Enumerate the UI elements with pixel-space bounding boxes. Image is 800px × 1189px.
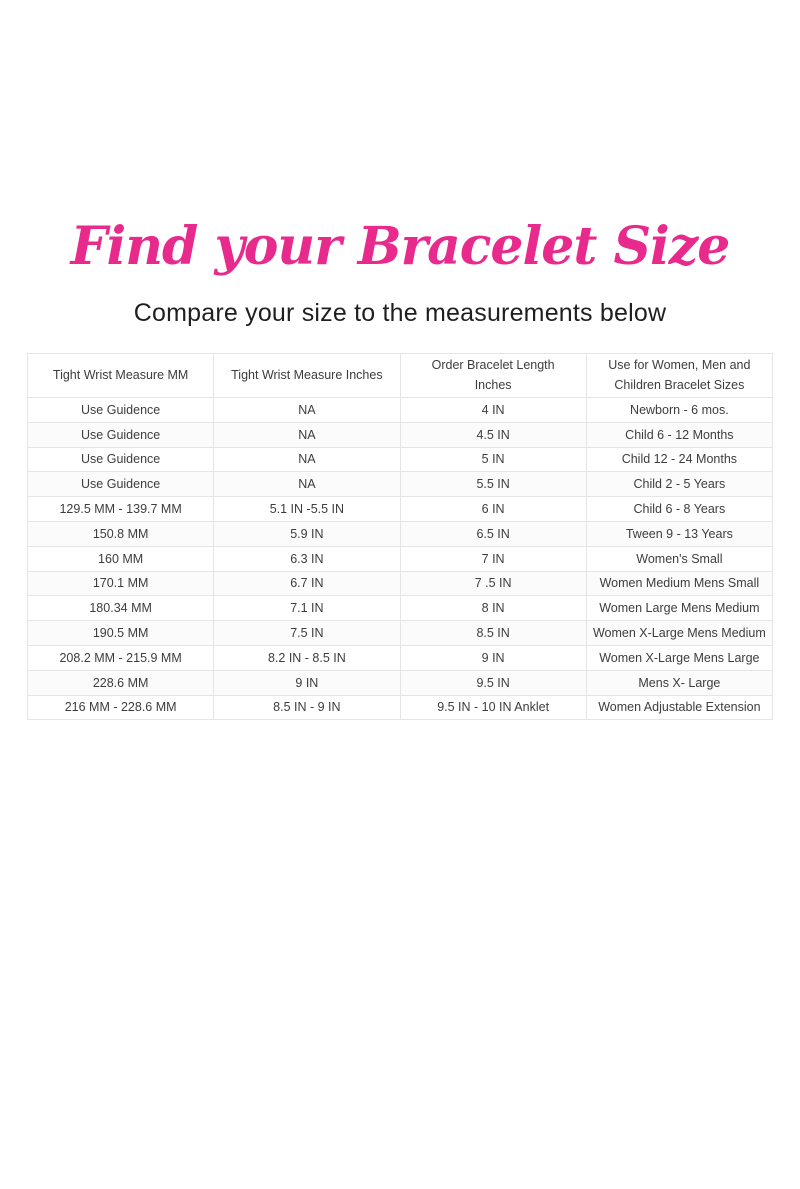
table-row: 208.2 MM - 215.9 MM 8.2 IN - 8.5 IN 9 IN Wo… [26, 644, 774, 671]
table-cell: Mens X- Large [585, 669, 774, 696]
size-table-header-row: Tight Wrist Measure MM Tight Wrist Measur… [26, 353, 774, 398]
table-cell: 150.8 MM [26, 520, 215, 547]
table-cell: 5.9 IN [213, 520, 401, 547]
table-cell: Child 2 - 5 Years [585, 471, 774, 498]
table-cell: Child 12 - 24 Months [585, 446, 774, 473]
table-cell: 4 IN [399, 396, 587, 423]
table-cell: 7 IN [399, 545, 587, 572]
table-row: 216 MM - 228.6 MM 8.5 IN - 9 IN 9.5 IN - 1… [26, 694, 774, 721]
page-subtitle: Compare your size to the measurements be… [133, 299, 667, 328]
table-cell: 6 IN [399, 496, 587, 522]
table-cell: 5.5 IN [399, 471, 587, 498]
table-cell: 216 MM - 228.6 MM [26, 694, 215, 721]
table-cell: 170.1 MM [26, 570, 215, 597]
table-row: 180.34 MM 7.1 IN 8 IN Women Large Mens Medi… [26, 595, 774, 622]
table-cell: Use Guidence [26, 421, 215, 448]
table-cell: Newborn - 6 mos. [585, 396, 774, 423]
table-cell: Use Guidence [26, 396, 215, 423]
table-cell: 190.5 MM [26, 620, 215, 646]
table-cell: NA [213, 396, 401, 423]
bracelet-size-guide: Find your Bracelet Size Compare your siz… [0, 212, 800, 1189]
table-cell: 9.5 IN - 10 IN Anklet [399, 694, 587, 721]
table-row: 190.5 MM 7.5 IN 8.5 IN Women X-Large Mens M… [26, 620, 774, 646]
table-cell: 129.5 MM - 139.7 MM [26, 496, 215, 522]
table-cell: 160 MM [26, 545, 215, 572]
table-row: Use Guidence NA 5.5 IN Child 2 - 5 Years [26, 471, 774, 498]
table-cell: 8.5 IN - 9 IN [213, 694, 401, 721]
column-header: Use for Women, Men and Children Bracelet… [585, 353, 774, 398]
table-cell: 9.5 IN [399, 669, 587, 696]
table-cell: Child 6 - 8 Years [585, 496, 774, 522]
table-row: Use Guidence NA 4.5 IN Child 6 - 12 Months [26, 421, 774, 448]
table-cell: Women Adjustable Extension [585, 694, 774, 721]
size-table-head: Tight Wrist Measure MM Tight Wrist Measur… [26, 353, 774, 398]
table-cell: 7 .5 IN [399, 570, 587, 597]
table-row: 170.1 MM 6.7 IN 7 .5 IN Women Medium Mens S… [26, 570, 774, 597]
table-cell: Women X-Large Mens Medium [585, 620, 774, 646]
column-header: Order Bracelet Length Inches [399, 353, 587, 398]
table-cell: NA [213, 471, 401, 498]
page: { "header": { "title": "Find your Bracel… [0, 212, 800, 1189]
table-cell: Child 6 - 12 Months [585, 421, 774, 448]
table-row: 160 MM 6.3 IN 7 IN Women's Small [26, 545, 774, 572]
table-cell: Women X-Large Mens Large [585, 644, 774, 671]
table-cell: 228.6 MM [26, 669, 215, 696]
table-cell: 7.5 IN [213, 620, 401, 646]
table-cell: Women Large Mens Medium [585, 595, 774, 622]
table-row: Use Guidence NA 5 IN Child 12 - 24 Months [26, 446, 774, 473]
bracelet-size-table: Tight Wrist Measure MM Tight Wrist Measur… [26, 353, 774, 721]
table-cell: 6.3 IN [213, 545, 401, 572]
table-cell: 5 IN [399, 446, 587, 473]
table-row: 150.8 MM 5.9 IN 6.5 IN Tween 9 - 13 Years [26, 520, 774, 547]
table-cell: 9 IN [399, 644, 587, 671]
table-cell: 5.1 IN -5.5 IN [213, 496, 401, 522]
table-cell: Use Guidence [26, 471, 215, 498]
table-cell: 6.5 IN [399, 520, 587, 547]
table-cell: 208.2 MM - 215.9 MM [26, 644, 215, 671]
table-cell: 9 IN [213, 669, 401, 696]
table-cell: NA [213, 446, 401, 473]
table-cell: Use Guidence [26, 446, 215, 473]
column-header: Tight Wrist Measure Inches [213, 353, 401, 398]
table-row: Use Guidence NA 4 IN Newborn - 6 mos. [26, 396, 774, 423]
column-header: Tight Wrist Measure MM [26, 353, 215, 398]
table-cell: NA [213, 421, 401, 448]
table-cell: Women's Small [585, 545, 774, 572]
table-cell: 6.7 IN [213, 570, 401, 597]
table-row: 228.6 MM 9 IN 9.5 IN Mens X- Large [26, 669, 774, 696]
page-title: Find your Bracelet Size [70, 216, 731, 277]
table-cell: Women Medium Mens Small [585, 570, 774, 597]
table-cell: 4.5 IN [399, 421, 587, 448]
table-cell: 8 IN [399, 595, 587, 622]
size-table-body: Use Guidence NA 4 IN Newborn - 6 mos. Use Gu… [26, 396, 774, 721]
table-row: 129.5 MM - 139.7 MM 5.1 IN -5.5 IN 6 IN Chi… [26, 496, 774, 522]
table-cell: 180.34 MM [26, 595, 215, 622]
table-cell: Tween 9 - 13 Years [585, 520, 774, 547]
table-cell: 7.1 IN [213, 595, 401, 622]
table-cell: 8.5 IN [399, 620, 587, 646]
table-cell: 8.2 IN - 8.5 IN [213, 644, 401, 671]
